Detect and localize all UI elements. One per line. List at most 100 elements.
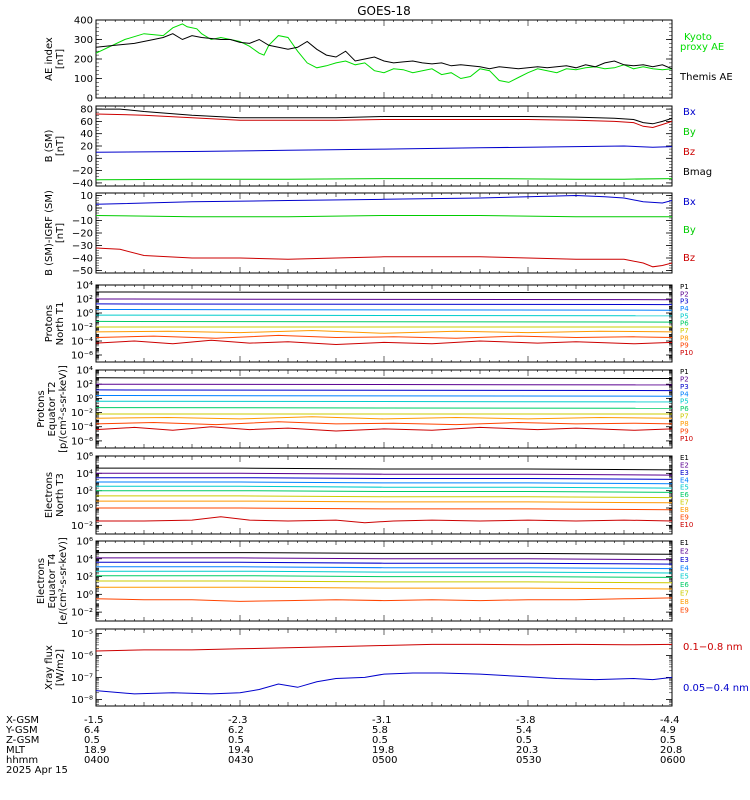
series-line	[96, 113, 672, 129]
y-tick-label: 80	[80, 105, 93, 116]
legend-label: By	[683, 225, 696, 236]
y-tick-label: 10⁶	[76, 452, 93, 463]
panel-7: 10⁻² 10⁰ 10² 10⁴ 10⁶ ElectronsEquator T4[e/(c…	[36, 537, 689, 625]
footer-value: -2.3	[228, 715, 248, 726]
y-tick-label: 10⁴	[76, 281, 93, 292]
legend-label: P3	[680, 383, 689, 391]
legend-label: E8	[680, 506, 689, 514]
series-line	[96, 309, 672, 311]
y-axis-label-line: Electrons	[36, 558, 47, 604]
legend-label: P1	[680, 368, 689, 376]
legend-label: E7	[680, 590, 689, 598]
y-axis-label: B (SM)-IGRF (SM)[nT]	[44, 190, 66, 276]
y-tick-label: 10⁰	[76, 504, 93, 515]
y-tick-label: 200	[74, 55, 93, 66]
legend-label: P8	[680, 334, 689, 342]
series-line	[96, 389, 672, 392]
series-line	[96, 339, 672, 346]
legend-label: E3	[680, 556, 689, 564]
legend-label: P9	[680, 427, 689, 435]
y-tick-label: 10²	[76, 572, 93, 583]
y-tick-label: −10	[72, 216, 93, 227]
footer-value: 18.9	[84, 745, 106, 756]
y-axis-label-line: Electrons	[44, 472, 55, 518]
y-tick-label: 10⁻⁴	[71, 422, 93, 433]
series-line	[96, 334, 672, 339]
legend-label: Bmag	[683, 167, 712, 178]
series-line	[96, 421, 672, 426]
y-tick-label: −40	[72, 178, 93, 189]
y-axis-label-line: Equator T2	[47, 382, 58, 437]
y-tick-label: 10⁴	[76, 469, 93, 480]
y-tick-label: −30	[72, 241, 93, 252]
footer-row-label: hhmm	[6, 755, 38, 766]
series-line	[96, 485, 672, 489]
footer-ephemeris: X-GSMY-GSMZ-GSMMLThhmm-1.56.40.518.90400…	[5, 715, 685, 776]
y-tick-label: 10⁶	[76, 537, 93, 548]
footer-value: 20.8	[660, 745, 682, 756]
series-line	[96, 383, 672, 386]
series-line	[96, 329, 672, 334]
footer-row-label: X-GSM	[6, 715, 39, 726]
panel-4: 10⁻⁶ 10⁻⁴ 10⁻² 10⁰ 10² 10⁴ ProtonsNorth T1 P1P2…	[44, 281, 693, 363]
footer-value: 0430	[228, 755, 253, 766]
y-axis-label-line: B (SM)	[44, 129, 55, 162]
legend-label: E10	[680, 521, 693, 529]
footer-value: 6.4	[84, 725, 100, 736]
y-tick-label: 10⁴	[76, 554, 93, 565]
y-tick-label: 10²	[76, 486, 93, 497]
legend-label: E4	[680, 476, 689, 484]
legend-label: P8	[680, 420, 689, 428]
footer-value: -3.1	[372, 715, 392, 726]
panel-frame	[95, 369, 673, 449]
y-tick-label: −50	[72, 266, 93, 277]
y-axis-label-line: [nT]	[55, 136, 66, 156]
y-axis-label-line: [p/(cm²-s-sr-keV)]	[58, 365, 69, 453]
footer-value: 0.5	[84, 735, 100, 746]
series-line	[96, 672, 672, 695]
y-tick-label: 400	[74, 16, 93, 27]
series-line	[96, 580, 672, 584]
footer-value: 5.4	[516, 725, 532, 736]
series-line	[96, 586, 672, 590]
y-axis-label-line: Protons	[36, 390, 47, 427]
legend-label: E6	[680, 581, 689, 589]
footer-value: 0.5	[516, 735, 532, 746]
y-tick-label: 10⁻⁶	[71, 436, 93, 447]
panel-5: 10⁻⁶ 10⁻⁴ 10⁻² 10⁰ 10² 10⁴ ProtonsEquator T2[p…	[36, 365, 693, 453]
legend-label: E4	[680, 564, 689, 572]
y-axis-label-line: B (SM)-IGRF (SM)	[44, 190, 55, 276]
y-tick-label: 10⁻²	[71, 408, 93, 419]
series-line	[96, 395, 672, 397]
series-line	[96, 495, 672, 499]
panel-frame	[95, 628, 673, 707]
series-line	[96, 416, 672, 420]
legend-label: P4	[680, 305, 689, 313]
footer-date: 2025 Apr 15	[6, 765, 68, 776]
y-tick-label: 10²	[76, 295, 93, 306]
series-line	[96, 575, 672, 578]
y-axis-label: ProtonsNorth T1	[44, 302, 66, 346]
series-line	[96, 145, 672, 153]
y-axis-label-line: [e/(cm²-s-sr-keV)]	[58, 537, 69, 625]
y-axis-label-line: [nT]	[55, 223, 66, 243]
legend-label: E9	[680, 606, 689, 614]
series-line	[96, 247, 672, 268]
legend-label: P10	[680, 435, 693, 443]
footer-value: -4.4	[660, 715, 680, 726]
footer-value: 19.4	[228, 745, 250, 756]
footer-value: 0600	[660, 755, 685, 766]
y-axis-label: ElectronsNorth T3	[44, 472, 66, 518]
y-tick-label: 10⁰	[76, 309, 93, 320]
legend-label: P2	[680, 375, 689, 383]
y-tick-label: 10⁴	[76, 366, 93, 377]
footer-value: 20.3	[516, 745, 538, 756]
footer-row-label: Y-GSM	[5, 725, 38, 736]
legend-label: P7	[680, 327, 689, 335]
y-axis-label-line: [nT]	[55, 49, 66, 69]
y-tick-label: 10⁻²	[71, 608, 93, 619]
legend-label: P6	[680, 405, 689, 413]
